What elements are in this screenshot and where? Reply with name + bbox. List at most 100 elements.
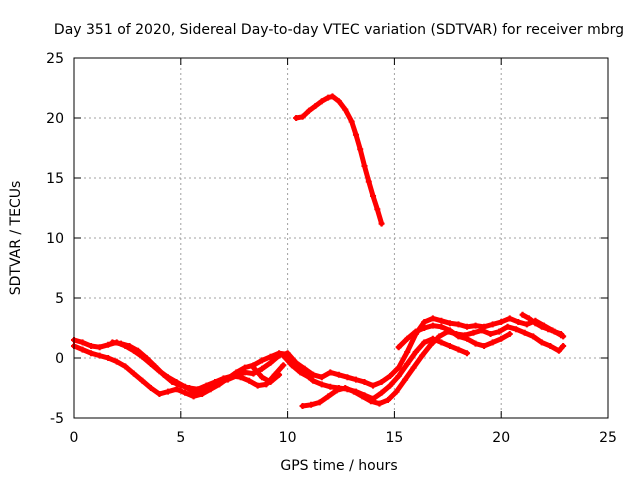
data-point xyxy=(513,326,520,333)
data-point xyxy=(312,103,319,109)
data-point xyxy=(310,371,317,378)
data-point xyxy=(506,331,513,337)
data-point xyxy=(410,364,417,371)
data-point xyxy=(455,321,462,328)
data-point xyxy=(318,374,325,381)
data-point xyxy=(515,319,522,325)
data-point xyxy=(455,346,462,353)
data-point xyxy=(182,389,189,396)
data-point xyxy=(496,328,503,335)
data-point xyxy=(412,349,419,355)
data-point xyxy=(478,327,485,334)
y-tick-label: 0 xyxy=(55,351,64,367)
data-point xyxy=(342,385,349,391)
data-point xyxy=(220,375,227,382)
data-point xyxy=(523,321,530,328)
data-point xyxy=(105,341,112,348)
data-point xyxy=(194,386,201,393)
x-tick-label: 10 xyxy=(279,430,297,446)
y-tick-label: -5 xyxy=(50,411,64,427)
data-point xyxy=(105,355,112,361)
data-point xyxy=(489,339,496,346)
x-tick-label: 0 xyxy=(70,430,79,446)
data-points xyxy=(71,93,567,409)
series-track-i xyxy=(293,93,385,227)
data-point xyxy=(464,350,471,357)
data-point xyxy=(378,379,385,385)
data-point xyxy=(429,315,436,322)
data-point xyxy=(365,178,372,185)
data-point xyxy=(288,362,295,369)
data-point xyxy=(258,374,265,381)
data-point xyxy=(305,374,312,381)
x-tick-label: 5 xyxy=(176,430,185,446)
data-point xyxy=(404,349,411,355)
data-point xyxy=(308,401,315,408)
data-point xyxy=(284,351,291,358)
grid-lines xyxy=(74,58,608,418)
data-point xyxy=(237,374,244,381)
series-track-g xyxy=(250,365,282,385)
data-point xyxy=(438,323,445,330)
data-point xyxy=(297,369,304,376)
data-point xyxy=(203,382,210,389)
data-point xyxy=(560,333,567,340)
x-axis-label: GPS time / hours xyxy=(280,458,397,474)
data-point xyxy=(207,386,214,393)
data-point xyxy=(525,315,532,322)
data-point xyxy=(299,113,306,120)
data-point xyxy=(267,379,274,385)
data-point xyxy=(88,350,95,357)
data-point xyxy=(152,363,159,370)
data-point xyxy=(241,364,248,371)
data-point xyxy=(521,329,528,336)
data-point xyxy=(88,343,95,349)
data-point xyxy=(79,346,86,353)
data-point xyxy=(395,364,402,371)
data-point xyxy=(299,403,306,409)
data-point xyxy=(258,357,265,364)
data-point xyxy=(498,319,505,325)
data-point xyxy=(96,344,103,351)
data-point xyxy=(429,322,436,329)
data-point xyxy=(169,379,176,385)
data-point xyxy=(532,320,539,327)
data-point xyxy=(361,163,368,169)
data-point xyxy=(109,339,116,346)
series-track-f xyxy=(280,353,312,380)
data-point xyxy=(130,370,137,377)
data-point xyxy=(250,364,257,371)
data-point xyxy=(96,352,103,359)
data-point xyxy=(387,373,394,379)
data-point xyxy=(387,382,394,389)
data-point xyxy=(280,362,287,369)
data-point xyxy=(421,319,428,325)
data-point xyxy=(333,387,340,394)
data-point xyxy=(293,115,300,121)
data-point xyxy=(464,335,471,342)
data-point xyxy=(370,193,377,199)
data-point xyxy=(472,322,479,329)
data-point xyxy=(79,339,86,346)
data-point xyxy=(327,369,334,376)
data-point xyxy=(135,347,142,354)
data-point xyxy=(367,398,374,405)
data-point xyxy=(436,333,443,340)
y-tick-label: 15 xyxy=(46,171,64,187)
data-point xyxy=(538,339,545,346)
data-point xyxy=(280,352,287,359)
data-point xyxy=(464,323,471,330)
data-point xyxy=(361,379,368,385)
data-point xyxy=(267,353,274,360)
data-point xyxy=(164,388,171,395)
data-point xyxy=(254,382,261,389)
data-point xyxy=(352,131,359,138)
data-point xyxy=(404,335,411,342)
data-point xyxy=(117,340,124,347)
data-point xyxy=(395,344,402,351)
data-point xyxy=(489,321,496,328)
data-point xyxy=(560,343,567,349)
data-point xyxy=(325,94,332,101)
chart-title: Day 351 of 2020, Sidereal Day-to-day VTE… xyxy=(54,22,624,38)
data-point xyxy=(139,377,146,384)
